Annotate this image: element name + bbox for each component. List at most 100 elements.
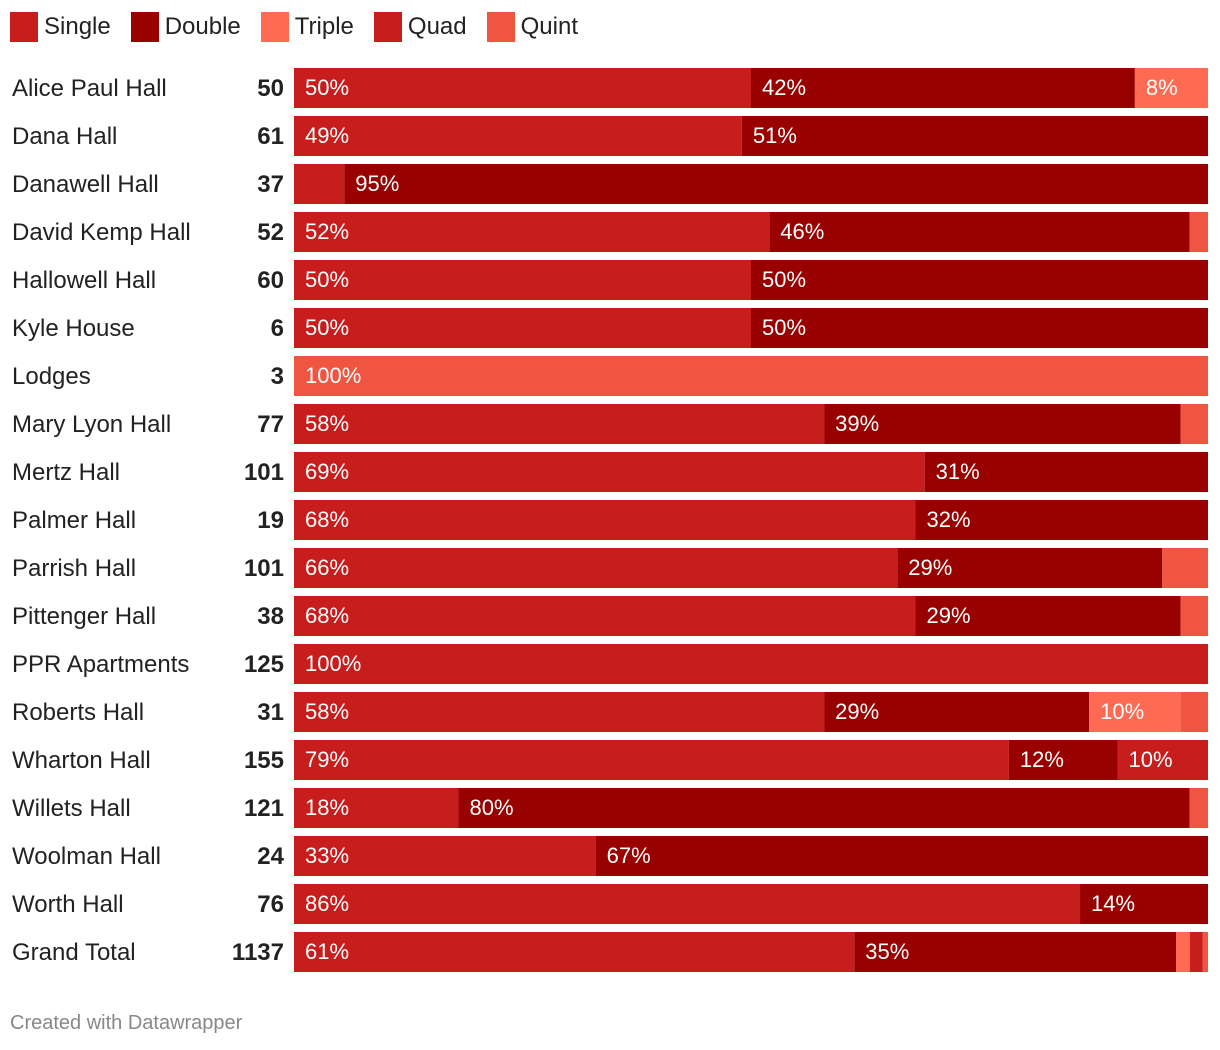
bar-segment-single[interactable]: [294, 884, 1081, 924]
data-label-single: 52%: [305, 219, 349, 244]
bar-segment-double[interactable]: [769, 212, 1190, 252]
bar-segment-triple[interactable]: [1176, 932, 1190, 972]
data-label-single: 61%: [305, 939, 349, 964]
footer-credit[interactable]: Created with Datawrapper: [10, 1012, 243, 1034]
data-label-double: 80%: [470, 795, 514, 820]
bar-segment-double[interactable]: [824, 404, 1181, 444]
bar-segment-double[interactable]: [751, 308, 1208, 348]
data-label-double: 12%: [1020, 747, 1064, 772]
bar-segment-single[interactable]: [294, 164, 345, 204]
bar-segment-quad[interactable]: [1189, 932, 1203, 972]
bar-row-parrish-hall: Parrish Hall 101 66% 29%: [12, 548, 1208, 588]
bar-segment-single[interactable]: [294, 212, 770, 252]
legend-swatch-quint: [486, 12, 515, 42]
bar-segment-double[interactable]: [915, 596, 1181, 636]
bar-segment-quint[interactable]: [1189, 212, 1208, 252]
bar-segment-single[interactable]: [294, 260, 751, 300]
data-label-single: 86%: [305, 891, 349, 916]
bar-segment-quint[interactable]: [1162, 548, 1208, 588]
bar-segment-single[interactable]: [294, 548, 898, 588]
bar-segment-quint[interactable]: [1180, 596, 1208, 636]
bar-segment-single[interactable]: [294, 644, 1208, 684]
bar-row-wharton-hall: Wharton Hall 155 79% 12% 10%: [12, 740, 1208, 780]
bar-segment-quint[interactable]: [1202, 932, 1208, 972]
data-label-double: 14%: [1091, 891, 1135, 916]
bar-segment-quint[interactable]: [1180, 692, 1208, 732]
bar-segment-double[interactable]: [897, 548, 1163, 588]
bar-segment-triple[interactable]: [1134, 68, 1208, 108]
legend-label-triple: Triple: [294, 13, 354, 40]
bar-segment-double[interactable]: [344, 164, 1208, 204]
data-label-double: 46%: [780, 219, 824, 244]
row-label: PPR Apartments: [12, 651, 189, 678]
bar-row-mary-lyon-hall: Mary Lyon Hall 77 58% 39%: [12, 404, 1208, 444]
bar-segment-quint[interactable]: [1189, 788, 1208, 828]
legend-swatch-triple: [260, 12, 289, 42]
bar-segment-single[interactable]: [294, 596, 916, 636]
legend-swatch-single: [10, 12, 38, 42]
row-total: 6: [271, 315, 284, 342]
data-label-double: 39%: [835, 411, 879, 436]
bar-segment-triple[interactable]: [1089, 692, 1181, 732]
bar-segment-double[interactable]: [595, 836, 1208, 876]
legend-swatch-double: [130, 12, 159, 42]
bar-segment-single[interactable]: [294, 500, 916, 540]
row-total: 76: [257, 891, 284, 918]
row-total: 1137: [232, 939, 284, 966]
data-label-double: 32%: [927, 507, 971, 532]
row-label: Parrish Hall: [12, 555, 136, 582]
data-label-single: 58%: [305, 411, 349, 436]
bar-row-kyle-house: Kyle House 6 50% 50%: [12, 308, 1208, 348]
data-label-single: 66%: [305, 555, 349, 580]
bar-segment-single[interactable]: [294, 692, 825, 732]
bar-segment-double[interactable]: [854, 932, 1177, 972]
bar-row-palmer-hall: Palmer Hall 19 68% 32%: [12, 500, 1208, 540]
bar-segment-double[interactable]: [751, 260, 1208, 300]
bar-segment-single[interactable]: [294, 836, 596, 876]
row-total: 77: [257, 411, 284, 438]
data-label-triple: 10%: [1100, 699, 1144, 724]
bar-segment-single[interactable]: [294, 452, 925, 492]
bar-segment-double[interactable]: [924, 452, 1208, 492]
legend-item-single: Single: [10, 12, 111, 42]
data-label-single: 50%: [305, 75, 349, 100]
row-total: 52: [257, 219, 284, 246]
bar-segment-single[interactable]: [294, 932, 855, 972]
bar-segment-double[interactable]: [824, 692, 1090, 732]
legend-item-double: Double: [130, 12, 241, 42]
bar-segment-double[interactable]: [1080, 884, 1208, 924]
row-total: 125: [244, 651, 284, 678]
bar-segment-quint[interactable]: [294, 356, 1208, 396]
data-label-single: 100%: [305, 651, 361, 676]
row-label: Pittenger Hall: [12, 603, 156, 630]
bar-segment-double[interactable]: [915, 500, 1208, 540]
data-label-single: 18%: [305, 795, 349, 820]
row-total: 60: [257, 267, 284, 294]
bar-segment-quad[interactable]: [1117, 740, 1208, 780]
data-label-double: 31%: [936, 459, 980, 484]
bar-segment-single[interactable]: [294, 308, 751, 348]
bar-segment-single[interactable]: [294, 116, 742, 156]
data-label-single: 58%: [305, 699, 349, 724]
data-label-double: 35%: [865, 939, 909, 964]
bar-segment-single[interactable]: [294, 740, 1009, 780]
legend-item-quint: Quint: [486, 12, 578, 42]
bar-segment-double[interactable]: [741, 116, 1208, 156]
bar-segment-double[interactable]: [751, 68, 1135, 108]
bar-segment-quint[interactable]: [1180, 404, 1208, 444]
legend-label-double: Double: [164, 13, 241, 40]
data-label-single: 49%: [305, 123, 349, 148]
row-label: Lodges: [12, 363, 91, 390]
bar-segment-double[interactable]: [458, 788, 1190, 828]
bar-segment-single[interactable]: [294, 404, 825, 444]
row-total: 101: [244, 459, 284, 486]
data-label-double: 42%: [762, 75, 806, 100]
bar-row-hallowell-hall: Hallowell Hall 60 50% 50%: [12, 260, 1208, 300]
bar-segment-single[interactable]: [294, 788, 459, 828]
row-total: 38: [257, 603, 284, 630]
bar-segment-double[interactable]: [1008, 740, 1118, 780]
bar-row-lodges: Lodges 3 100%: [12, 356, 1208, 396]
bar-segment-single[interactable]: [294, 68, 751, 108]
row-total: 50: [257, 75, 284, 102]
row-label: Kyle House: [12, 315, 135, 342]
